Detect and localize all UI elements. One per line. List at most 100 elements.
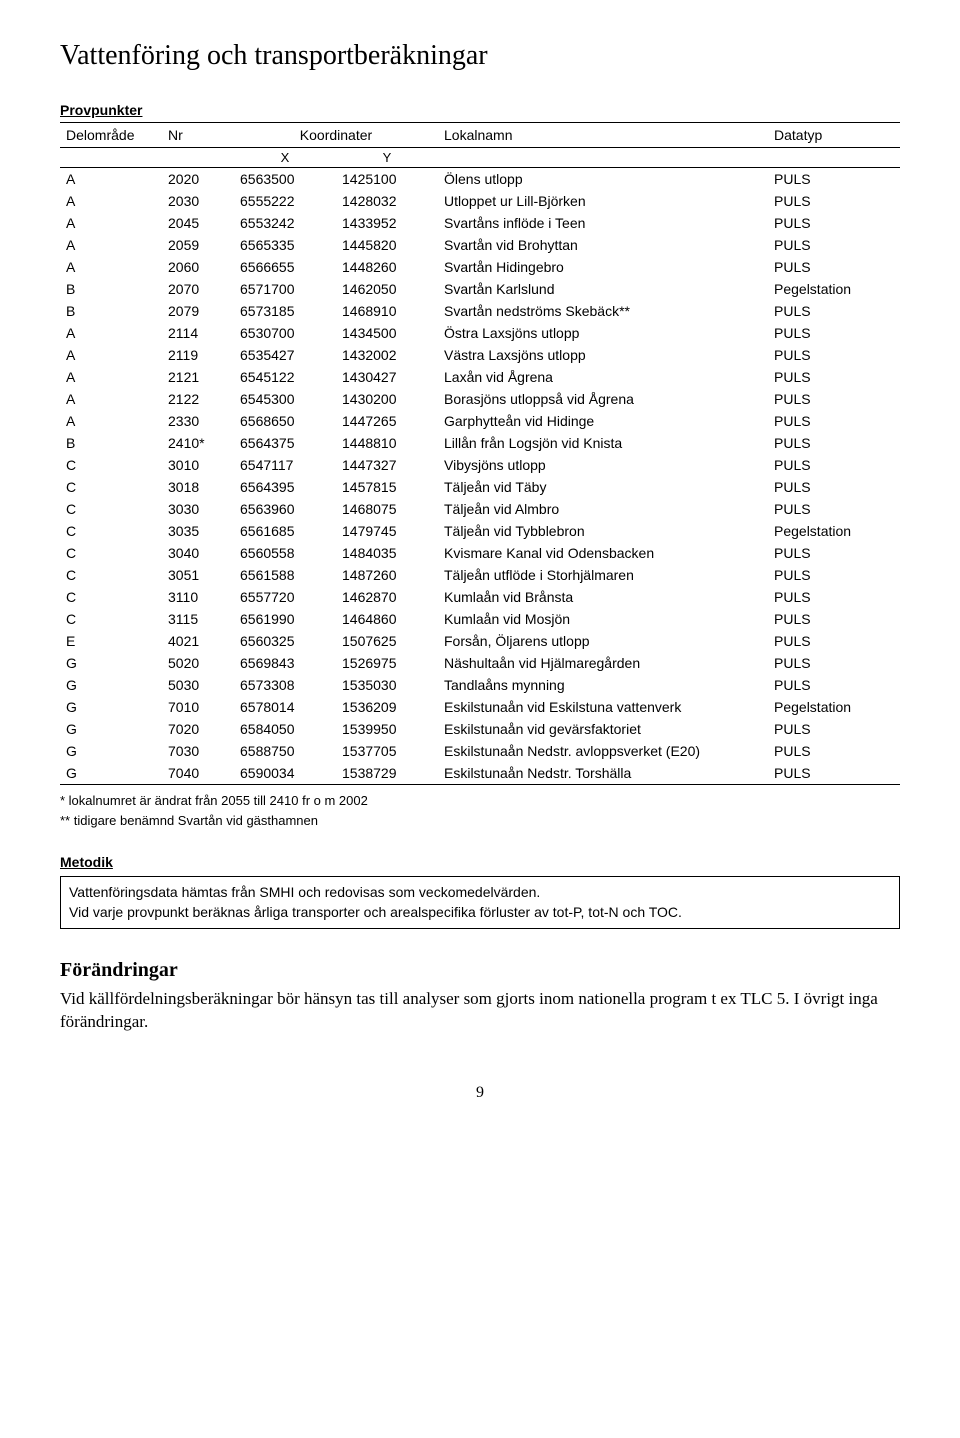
table-row: A211465307001434500Östra Laxsjöns utlopp… <box>60 322 900 344</box>
table-row: A203065552221428032Utloppet ur Lill-Björ… <box>60 190 900 212</box>
table-cell: PULS <box>768 630 900 652</box>
table-row: A206065666551448260Svartån HidingebroPUL… <box>60 256 900 278</box>
table-cell: 1535030 <box>336 674 438 696</box>
table-cell: 1433952 <box>336 212 438 234</box>
table-cell: G <box>60 674 162 696</box>
table-cell: Svartån Hidingebro <box>438 256 768 278</box>
table-cell: 4021 <box>162 630 234 652</box>
table-cell: C <box>60 586 162 608</box>
table-cell: 6557720 <box>234 586 336 608</box>
table-cell: Svartån Karlslund <box>438 278 768 300</box>
table-cell: 6565335 <box>234 234 336 256</box>
table-cell: PULS <box>768 256 900 278</box>
table-cell: 5020 <box>162 652 234 674</box>
table-cell: A <box>60 212 162 234</box>
table-cell: 6566655 <box>234 256 336 278</box>
table-cell: 1484035 <box>336 542 438 564</box>
table-cell: 1536209 <box>336 696 438 718</box>
table-row: A212265453001430200Borasjöns utloppså vi… <box>60 388 900 410</box>
table-cell: 3115 <box>162 608 234 630</box>
table-cell: 2059 <box>162 234 234 256</box>
table-cell: 7010 <box>162 696 234 718</box>
table-cell: 6545300 <box>234 388 336 410</box>
table-cell: Pegelstation <box>768 278 900 300</box>
table-cell: 6564375 <box>234 432 336 454</box>
table-cell: PULS <box>768 564 900 586</box>
table-cell: 2079 <box>162 300 234 322</box>
table-cell: 7030 <box>162 740 234 762</box>
table-cell: A <box>60 322 162 344</box>
table-cell: E <box>60 630 162 652</box>
table-cell: A <box>60 168 162 191</box>
table-cell: 3051 <box>162 564 234 586</box>
hdr-y: Y <box>336 148 438 168</box>
table-cell: 1462870 <box>336 586 438 608</box>
table-cell: 1468910 <box>336 300 438 322</box>
provpunkter-label: Provpunkter <box>60 102 900 118</box>
table-cell: 3030 <box>162 498 234 520</box>
table-cell: C <box>60 564 162 586</box>
table-cell: 2020 <box>162 168 234 191</box>
table-cell: PULS <box>768 366 900 388</box>
table-row: A204565532421433952Svartåns inflöde i Te… <box>60 212 900 234</box>
table-cell: 6564395 <box>234 476 336 498</box>
table-cell: 1479745 <box>336 520 438 542</box>
table-cell: A <box>60 366 162 388</box>
table-cell: PULS <box>768 608 900 630</box>
hdr-x: X <box>234 148 336 168</box>
table-cell: 6561685 <box>234 520 336 542</box>
table-cell: A <box>60 388 162 410</box>
table-cell: PULS <box>768 344 900 366</box>
table-row: C311065577201462870Kumlaån vid BrånstaPU… <box>60 586 900 608</box>
table-cell: 6578014 <box>234 696 336 718</box>
table-cell: A <box>60 234 162 256</box>
table-cell: 1537705 <box>336 740 438 762</box>
table-cell: 1432002 <box>336 344 438 366</box>
table-cell: 3018 <box>162 476 234 498</box>
table-cell: PULS <box>768 300 900 322</box>
table-cell: PULS <box>768 762 900 785</box>
table-cell: 2119 <box>162 344 234 366</box>
table-header-row: Delområde Nr Koordinater Lokalnamn Datat… <box>60 123 900 148</box>
table-cell: 1425100 <box>336 168 438 191</box>
table-cell: 2122 <box>162 388 234 410</box>
table-cell: 6545122 <box>234 366 336 388</box>
metodik-label: Metodik <box>60 854 900 870</box>
table-cell: 1462050 <box>336 278 438 300</box>
table-cell: 6561588 <box>234 564 336 586</box>
table-cell: 1430200 <box>336 388 438 410</box>
table-cell: G <box>60 740 162 762</box>
table-cell: 1507625 <box>336 630 438 652</box>
table-cell: 2060 <box>162 256 234 278</box>
table-cell: G <box>60 652 162 674</box>
table-cell: 1448810 <box>336 432 438 454</box>
table-cell: Täljeån vid Tybblebron <box>438 520 768 542</box>
table-cell: 6561990 <box>234 608 336 630</box>
table-cell: PULS <box>768 388 900 410</box>
table-cell: PULS <box>768 410 900 432</box>
table-row: G503065733081535030Tandlaåns mynningPULS <box>60 674 900 696</box>
table-cell: 6573185 <box>234 300 336 322</box>
table-cell: 1468075 <box>336 498 438 520</box>
table-cell: Vibysjöns utlopp <box>438 454 768 476</box>
table-cell: C <box>60 608 162 630</box>
table-cell: 1464860 <box>336 608 438 630</box>
table-cell: 6590034 <box>234 762 336 785</box>
table-cell: 6535427 <box>234 344 336 366</box>
table-cell: 1457815 <box>336 476 438 498</box>
table-cell: 7040 <box>162 762 234 785</box>
table-cell: Eskilstunaån vid gevärsfaktoriet <box>438 718 768 740</box>
hdr-name: Lokalnamn <box>438 123 768 148</box>
provpunkter-table: Delområde Nr Koordinater Lokalnamn Datat… <box>60 122 900 785</box>
table-cell: 6560325 <box>234 630 336 652</box>
table-cell: Eskilstunaån vid Eskilstuna vattenverk <box>438 696 768 718</box>
table-cell: C <box>60 476 162 498</box>
table-cell: Ölens utlopp <box>438 168 768 191</box>
table-cell: 6553242 <box>234 212 336 234</box>
table-cell: Svartåns inflöde i Teen <box>438 212 768 234</box>
table-cell: Svartån vid Brohyttan <box>438 234 768 256</box>
table-cell: PULS <box>768 234 900 256</box>
table-row: G703065887501537705Eskilstunaån Nedstr. … <box>60 740 900 762</box>
table-cell: PULS <box>768 454 900 476</box>
table-cell: Laxån vid Ågrena <box>438 366 768 388</box>
